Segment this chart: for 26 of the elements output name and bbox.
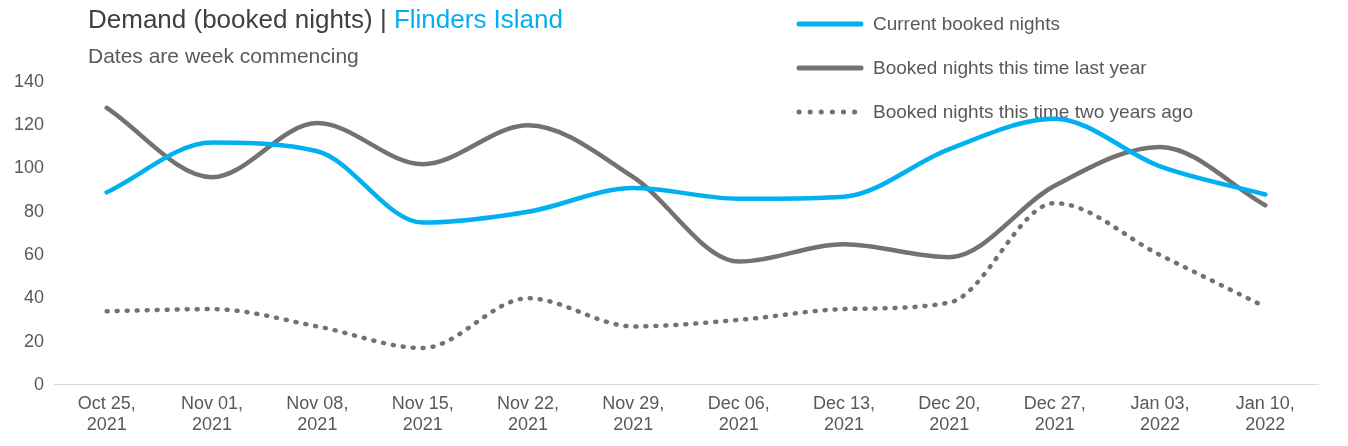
x-tick-label: Dec 20, 2021 bbox=[918, 392, 981, 435]
chart-subtitle: Dates are week commencing bbox=[88, 44, 359, 68]
legend-label: Booked nights this time last year bbox=[873, 57, 1147, 79]
y-tick-label: 60 bbox=[24, 244, 45, 264]
y-tick-label: 0 bbox=[34, 373, 45, 394]
y-tick-label: 80 bbox=[24, 200, 45, 221]
x-tick-label: Nov 22, 2021 bbox=[497, 392, 560, 435]
x-tick-label: Nov 08, 2021 bbox=[286, 392, 349, 435]
x-tick-label: Jan 10, 2022 bbox=[1235, 392, 1295, 435]
y-tick-label: 140 bbox=[13, 70, 45, 91]
x-tick-label: Jan 03, 2022 bbox=[1130, 392, 1190, 435]
chart-title: Demand (booked nights) | Flinders Island bbox=[88, 4, 563, 35]
x-tick-label: Nov 29, 2021 bbox=[602, 392, 665, 435]
x-tick-label: Dec 27, 2021 bbox=[1023, 392, 1086, 435]
y-tick-label: 100 bbox=[13, 157, 45, 178]
legend-label: Booked nights this time two years ago bbox=[873, 101, 1194, 123]
x-tick-label: Oct 25, 2021 bbox=[77, 392, 136, 435]
legend-label: Current booked nights bbox=[873, 13, 1060, 35]
y-tick-label: 20 bbox=[24, 330, 45, 351]
y-tick-label: 40 bbox=[24, 287, 45, 308]
line-series bbox=[104, 105, 1268, 264]
x-tick-label: Dec 13, 2021 bbox=[812, 392, 876, 435]
x-tick-label: Nov 01, 2021 bbox=[181, 392, 244, 435]
x-tick-label: Dec 06, 2021 bbox=[707, 392, 770, 435]
x-tick-label: Nov 15, 2021 bbox=[391, 392, 454, 435]
y-tick-label: 120 bbox=[13, 114, 45, 135]
